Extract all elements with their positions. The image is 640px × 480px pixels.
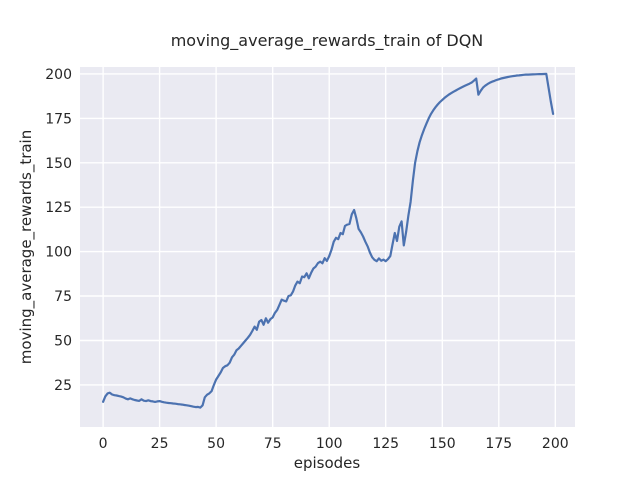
y-tick-label: 50 [54,334,72,350]
x-tick-label: 25 [151,436,169,452]
series-layer [102,72,555,409]
x-tick-label: 175 [485,436,512,452]
grid-layer [80,67,575,427]
chart-title: moving_average_rewards_train of DQN [171,31,484,51]
x-tick-label: 0 [99,436,108,452]
tick-layer: 0 25 50 75 100 125 150 175 200 25 50 75 100 125 150 175… [45,67,568,452]
y-tick-label: 25 [54,378,72,394]
x-axis-label: episodes [294,454,361,472]
y-tick-label: 125 [45,200,72,216]
y-tick-label: 75 [54,289,72,305]
plot-area [80,67,575,427]
x-tick-label: 50 [207,436,225,452]
x-tick-label: 100 [316,436,343,452]
reward-line [102,72,555,409]
x-tick-label: 150 [429,436,456,452]
x-tick-label: 125 [372,436,399,452]
y-tick-label: 175 [45,111,72,127]
x-tick-label: 75 [264,436,282,452]
y-axis-label: moving_average_rewards_train [17,130,36,364]
x-tick-label: 200 [542,436,569,452]
y-tick-label: 100 [45,245,72,261]
y-tick-label: 200 [45,67,72,83]
y-tick-label: 150 [45,156,72,172]
